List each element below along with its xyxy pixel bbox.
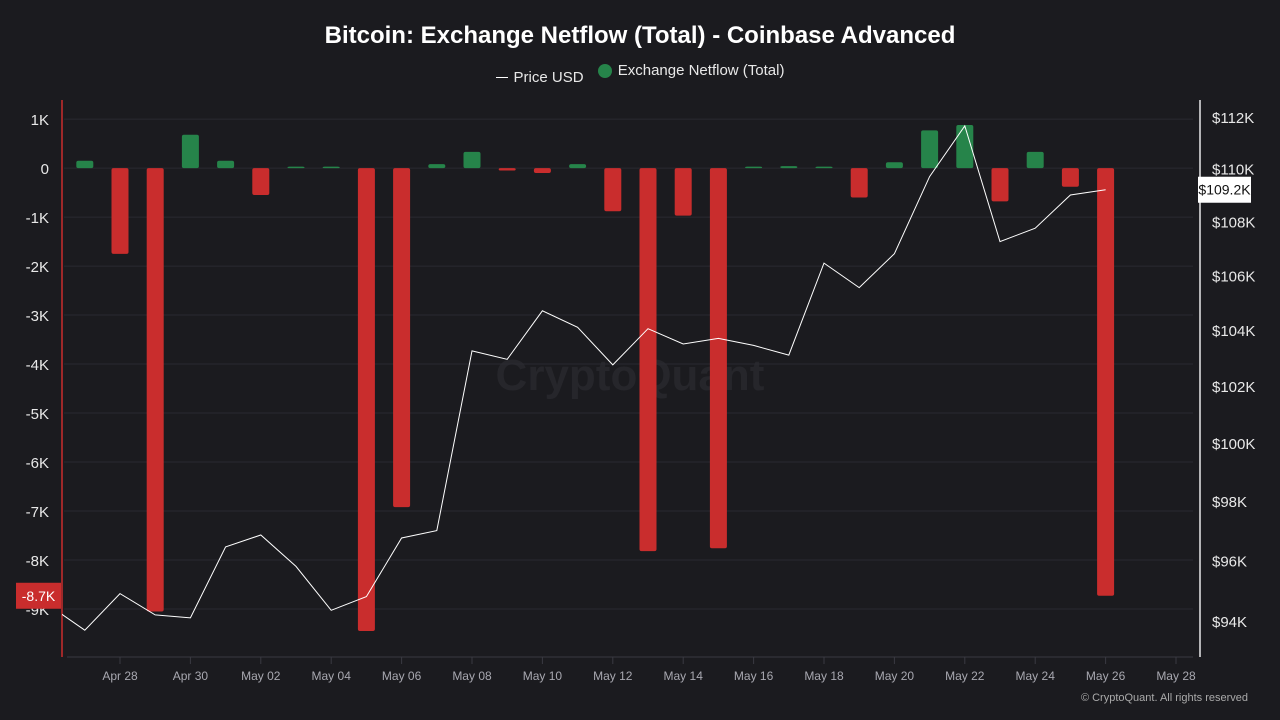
dot-swatch-icon	[597, 63, 612, 78]
left-axis-tick-label: -1K	[26, 210, 49, 227]
right-axis-tick-label: $112K	[1212, 110, 1254, 127]
right-axis-tick-label: $102K	[1212, 379, 1255, 396]
x-axis-tick-label: May 14	[664, 669, 704, 683]
left-axis-current-value: -8.7K	[22, 588, 56, 604]
netflow-bar	[252, 168, 270, 196]
netflow-bar	[181, 134, 199, 169]
x-axis-tick-label: May 26	[1086, 669, 1126, 683]
x-axis-tick-label: May 08	[452, 669, 492, 683]
legend-item-netflow[interactable]: Exchange Netflow (Total)	[597, 62, 785, 79]
left-axis-tick-label: -4K	[26, 357, 49, 374]
x-axis-tick-label: May 02	[241, 669, 281, 683]
netflow-bar	[991, 168, 1009, 202]
netflow-bar	[1097, 168, 1115, 596]
netflow-bar	[322, 166, 340, 169]
right-axis-tick-label: $96K	[1212, 553, 1247, 570]
left-axis-tick-label: 0	[41, 161, 49, 178]
netflow-bar	[850, 168, 868, 198]
left-axis-current-value-box	[16, 582, 61, 609]
x-axis-tick-label: May 20	[875, 669, 915, 683]
credit-text: © CryptoQuant. All rights reserved	[1080, 692, 1248, 704]
x-axis-tick-label: May 18	[804, 669, 844, 683]
x-axis-tick-label: Apr 28	[102, 669, 138, 683]
netflow-bar	[463, 151, 481, 169]
netflow-bar	[745, 166, 763, 169]
left-axis-tick-label: -2K	[26, 259, 49, 276]
x-axis-tick-label: May 04	[312, 669, 352, 683]
legend-item-price[interactable]: Price USD	[495, 68, 584, 86]
right-axis-tick-label: $94K	[1212, 614, 1247, 631]
netflow-bar	[885, 162, 903, 169]
x-axis-tick-label: Apr 30	[173, 669, 209, 683]
legend-label-netflow: Exchange Netflow (Total)	[617, 62, 785, 79]
x-axis-tick-label: May 22	[945, 669, 985, 683]
legend: Price USD Exchange Netflow (Total)	[0, 62, 1280, 86]
netflow-bar	[498, 168, 516, 171]
left-axis-tick-label: -8K	[26, 553, 49, 570]
netflow-bar	[1061, 168, 1079, 187]
right-axis-current-value-box	[1198, 176, 1251, 203]
x-axis-tick-label: May 06	[382, 669, 422, 683]
x-axis-tick-label: May 28	[1156, 669, 1196, 683]
netflow-bar	[428, 164, 446, 169]
left-axis-tick-label: -6K	[26, 455, 49, 472]
legend-label-price: Price USD	[513, 68, 584, 86]
netflow-bar	[639, 168, 657, 552]
x-axis-tick-label: May 16	[734, 669, 774, 683]
netflow-bar	[146, 168, 164, 612]
netflow-bar	[956, 124, 974, 169]
netflow-bar	[674, 168, 692, 216]
netflow-bar	[357, 168, 375, 632]
netflow-bar	[217, 160, 235, 169]
right-axis-tick-label: $110K	[1212, 162, 1254, 179]
right-axis-current-value: $109.2K	[1198, 182, 1251, 198]
netflow-bar	[76, 160, 94, 169]
netflow-bar	[604, 168, 622, 212]
x-axis-tick-label: May 10	[523, 669, 563, 683]
left-axis-tick-label: -7K	[26, 504, 49, 521]
left-axis-tick-label: -3K	[26, 308, 49, 325]
right-axis-tick-label: $108K	[1212, 215, 1255, 232]
right-axis-tick-label: $106K	[1212, 268, 1255, 285]
netflow-bar	[569, 164, 587, 169]
right-axis-tick-label: $98K	[1212, 494, 1247, 511]
left-axis-tick-label: -5K	[26, 406, 49, 423]
netflow-bar	[921, 130, 939, 169]
left-axis-tick-label: 1K	[31, 112, 49, 129]
netflow-bar	[393, 168, 411, 508]
right-axis-tick-label: $104K	[1212, 323, 1255, 340]
netflow-bar	[709, 168, 727, 549]
right-axis-tick-label: $100K	[1212, 436, 1255, 453]
chart-title: Bitcoin: Exchange Netflow (Total) - Coin…	[324, 22, 956, 49]
line-swatch-icon	[495, 76, 508, 78]
x-axis-tick-label: May 24	[1016, 669, 1056, 683]
netflow-bar	[533, 168, 551, 173]
netflow-bar	[780, 166, 798, 169]
netflow-bar	[1026, 151, 1044, 169]
x-axis-tick-label: May 12	[593, 669, 633, 683]
netflow-bar	[111, 168, 129, 254]
netflow-bar	[287, 166, 305, 169]
netflow-bar	[815, 166, 833, 169]
